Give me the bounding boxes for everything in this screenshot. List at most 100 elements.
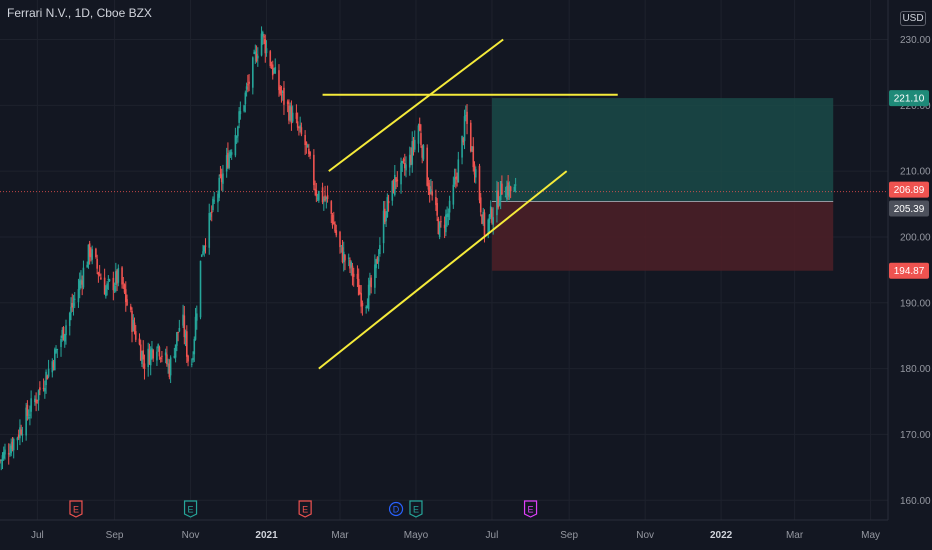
trendlines[interactable] [318, 38, 618, 370]
x-tick-label: Sep [560, 530, 578, 541]
candle-body [37, 390, 40, 401]
candle-body [95, 248, 97, 258]
candle-body [386, 197, 389, 218]
candle-body [421, 146, 424, 158]
price-tag-text: 221.10 [894, 94, 925, 105]
candle-body [366, 305, 369, 309]
candle-body [418, 123, 421, 131]
candle-body [499, 180, 502, 201]
candle-body [492, 217, 494, 225]
candle-body [183, 315, 186, 338]
candle-body [474, 169, 477, 178]
currency-button[interactable]: USD [900, 11, 926, 26]
candle-body [264, 39, 267, 54]
symbol-title[interactable]: Ferrari N.V., 1D, Cboe BZX [7, 6, 152, 20]
candle-body [513, 186, 516, 192]
candle-body [151, 348, 153, 353]
price-tag-bg [889, 181, 929, 198]
candle-body [234, 135, 237, 156]
candle-body [7, 453, 10, 455]
candle-body [498, 203, 501, 206]
candle-body [35, 399, 37, 404]
candle-body [159, 357, 162, 359]
candle-body [142, 350, 145, 360]
candle-body [325, 196, 328, 200]
candle-body [279, 86, 282, 94]
candle-body [509, 186, 512, 192]
candle-body [263, 36, 265, 38]
candle-body [29, 414, 31, 416]
candle-body [243, 105, 245, 112]
candle-body [208, 213, 211, 248]
candle-body [174, 344, 177, 358]
candle-body [235, 136, 238, 138]
candle-body [479, 197, 482, 213]
dividend-marker: D [388, 501, 404, 517]
candle-body [315, 190, 318, 197]
candle-body [395, 177, 397, 183]
candle-body [323, 199, 325, 201]
candle-body [148, 350, 151, 365]
candle-body [87, 244, 90, 265]
candle-body [139, 344, 142, 361]
candle-body [496, 190, 498, 216]
candle-body [212, 198, 214, 211]
earnings-marker-shape [183, 500, 198, 518]
candle-body [252, 57, 254, 88]
candle-body [478, 165, 481, 201]
candle-body [280, 94, 283, 96]
candle-body [304, 135, 306, 146]
channel-upper-line [328, 38, 504, 172]
candle-body [396, 179, 399, 182]
candle-body [367, 284, 370, 310]
candle-body [446, 213, 448, 217]
candle-body [340, 245, 343, 247]
price-tag: 221.10 [889, 90, 929, 107]
candle-body [306, 145, 309, 148]
candle-body [286, 101, 289, 105]
candle-body [504, 196, 507, 198]
candle-body [113, 285, 116, 292]
x-tick-label: Nov [182, 530, 200, 541]
candle-body [126, 299, 128, 306]
candle-body [133, 322, 136, 332]
candle-body [257, 55, 259, 59]
candle-body [427, 182, 430, 190]
candle-body [288, 105, 290, 121]
candle-body [60, 339, 62, 348]
candle-body [487, 219, 490, 235]
candle-body [161, 355, 163, 357]
x-tick-label: 2022 [710, 530, 733, 541]
candle-body [97, 272, 100, 275]
candle-body [387, 201, 390, 204]
candle-body [167, 363, 169, 365]
candle-body [245, 86, 248, 90]
candle-body [365, 306, 367, 309]
candle-body [61, 329, 64, 338]
marker-label: E [73, 505, 79, 515]
candle-body [400, 162, 402, 185]
candle-body [177, 331, 179, 333]
candle-body [305, 141, 308, 146]
marker-label: E [528, 505, 534, 515]
marker-label: E [413, 505, 419, 515]
time-axis[interactable]: Jul Sep Nov 2021 Mar Mayo Jul Sep Nov 2022 Mar May [0, 519, 888, 541]
candle-body [392, 180, 395, 193]
candle-body [456, 176, 458, 180]
candle-body [96, 258, 98, 269]
candle-body [71, 303, 74, 308]
candle-body [352, 273, 355, 277]
earnings-marker-shape [69, 500, 83, 518]
candle-body [34, 398, 36, 403]
candle-body [253, 52, 255, 54]
candle-body [169, 357, 172, 376]
y-tick-label: 200.00 [900, 232, 931, 243]
candle-body [131, 310, 133, 332]
candle-body [359, 291, 361, 294]
y-tick-label: 160.00 [900, 496, 931, 507]
candle-body [91, 249, 93, 260]
candle-body [300, 127, 303, 135]
candle-body [26, 404, 29, 416]
